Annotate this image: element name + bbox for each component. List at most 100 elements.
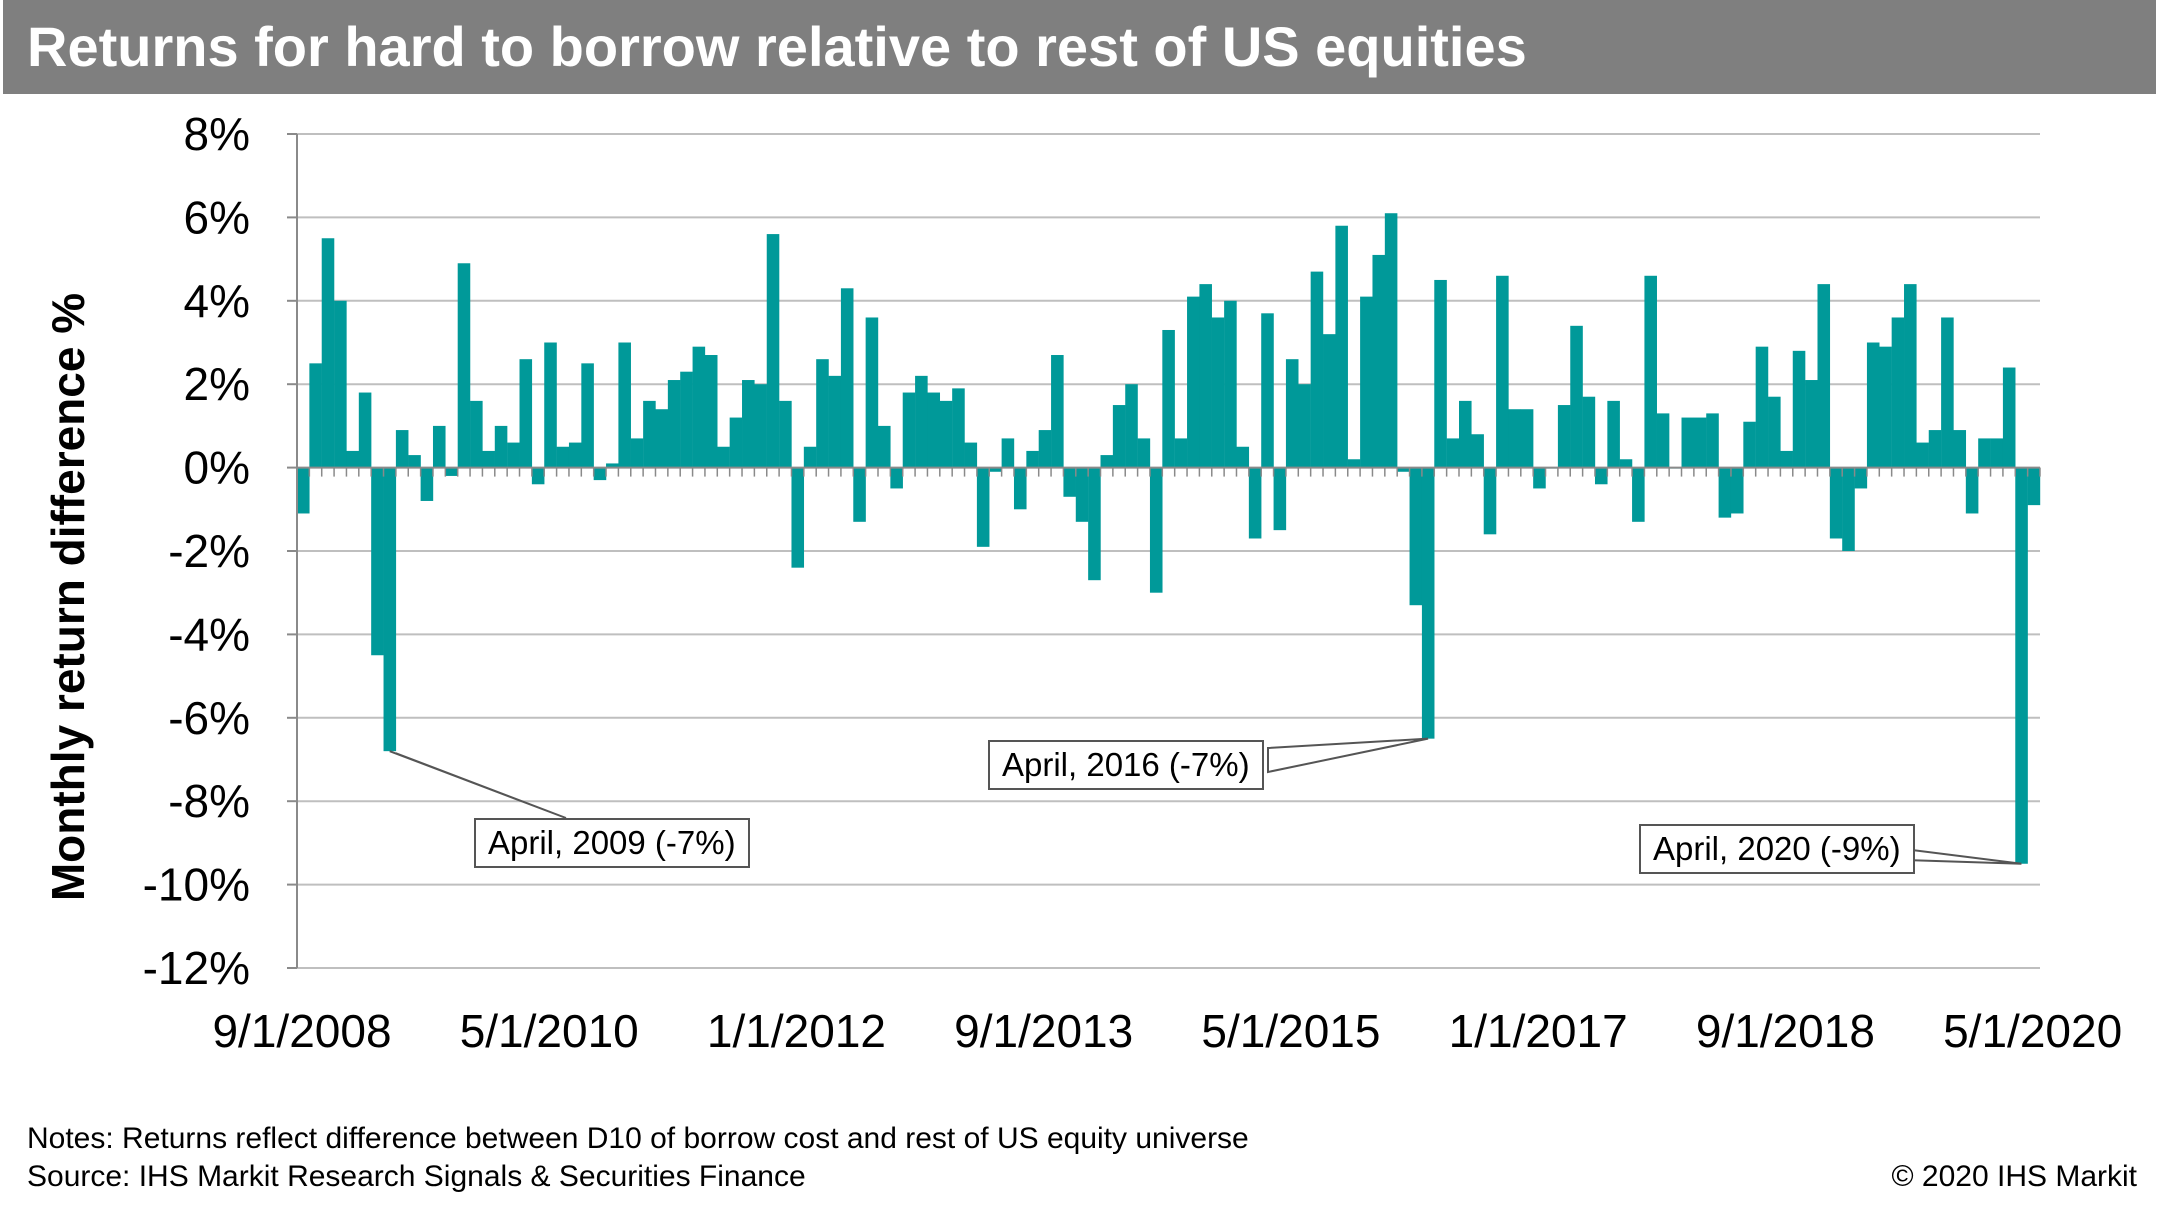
bar [420, 467, 434, 501]
annotation-leader [389, 750, 567, 819]
title-bar: Returns for hard to borrow relative to r… [3, 0, 2156, 94]
x-tick-labels: 9/1/2008 5/1/2010 1/1/2012 9/1/2013 5/1/2015… [212, 1005, 2122, 1057]
bar [1001, 438, 1015, 468]
bar [568, 442, 582, 468]
bar [371, 467, 384, 656]
x-tick-label: 9/1/2018 [1696, 1005, 1875, 1057]
bar [840, 288, 854, 468]
annotation-leader [1267, 737, 1429, 774]
bar [531, 467, 545, 485]
bar [1187, 296, 1200, 468]
bar [1904, 284, 1917, 468]
bar [667, 380, 681, 468]
bar [309, 363, 322, 468]
bar [828, 375, 842, 468]
bar [729, 417, 743, 468]
bar [1248, 467, 1262, 539]
bar [1446, 438, 1460, 468]
bar [346, 450, 360, 468]
bar [1236, 446, 1250, 468]
bar [494, 425, 508, 468]
y-tick-label: -6% [168, 692, 250, 744]
bar [1285, 359, 1299, 468]
bar [1360, 296, 1373, 468]
bar [655, 409, 669, 468]
y-tick-label: -12% [143, 942, 250, 994]
bar [1780, 450, 1793, 468]
bar [1891, 317, 1905, 468]
bar [976, 467, 990, 547]
annotation-april-2016: April, 2016 (-7%) [988, 740, 1264, 790]
bar [581, 363, 594, 468]
bar [754, 384, 767, 468]
bar [2002, 367, 2016, 468]
bar [803, 446, 817, 468]
bar [1755, 346, 1769, 468]
bar [1261, 313, 1274, 468]
bar [1013, 467, 1027, 510]
bar [1990, 438, 2004, 468]
bar [742, 380, 755, 468]
bar [1310, 271, 1324, 468]
bar [680, 371, 693, 468]
y-tick-label: -4% [168, 608, 250, 660]
bar [1656, 413, 1670, 468]
bar [445, 467, 458, 476]
bar [1224, 300, 1237, 468]
bar [1125, 384, 1138, 468]
x-tick-label: 9/1/2013 [954, 1005, 1133, 1057]
bar [1978, 438, 1991, 468]
bar [334, 300, 347, 468]
x-tick-label: 1/1/2017 [1449, 1005, 1628, 1057]
bar [1768, 396, 1781, 468]
bar [1928, 430, 1942, 468]
bar [853, 467, 866, 522]
x-tick-label: 5/1/2020 [1943, 1005, 2122, 1057]
bar [1706, 413, 1719, 468]
bar [1582, 396, 1596, 468]
bar [1298, 384, 1311, 468]
bar [1619, 459, 1633, 468]
bar [395, 430, 409, 468]
bar [1743, 421, 1756, 468]
y-tick-label: -2% [168, 525, 250, 577]
annotation-leader [1893, 846, 2022, 865]
bar [964, 442, 978, 468]
bar [643, 400, 656, 468]
bar [1162, 329, 1175, 468]
bar [1842, 467, 1855, 551]
y-tick-label: -10% [143, 859, 250, 911]
bar [1051, 355, 1064, 468]
bar [1730, 467, 1744, 514]
bar [779, 400, 792, 468]
bar [1520, 409, 1534, 468]
bar [1199, 284, 1212, 468]
bar [1434, 279, 1447, 468]
bar [1137, 438, 1151, 468]
chart-title: Returns for hard to borrow relative to r… [27, 15, 1527, 78]
bar [927, 392, 941, 468]
bar [1792, 350, 1806, 468]
bar [544, 342, 557, 468]
bar [1323, 334, 1336, 468]
bar [1483, 467, 1497, 535]
bar [1075, 467, 1089, 522]
y-tick-label: 2% [184, 358, 250, 410]
bar [1866, 342, 1880, 468]
bar [1211, 317, 1225, 468]
notes-text: Notes: Returns reflect difference betwee… [27, 1122, 1249, 1155]
bar [593, 467, 607, 481]
bar [1508, 409, 1522, 468]
bar [1817, 284, 1831, 468]
bar [1409, 467, 1423, 606]
bar [630, 438, 644, 468]
y-tick-label: 4% [184, 275, 250, 327]
bar [1471, 434, 1484, 468]
bar [1421, 467, 1435, 739]
bar [1644, 275, 1657, 468]
bar [507, 442, 520, 468]
bar [878, 425, 891, 468]
bar [1026, 450, 1039, 468]
annotation-april-2009: April, 2009 (-7%) [474, 818, 750, 868]
bar [1533, 467, 1546, 489]
